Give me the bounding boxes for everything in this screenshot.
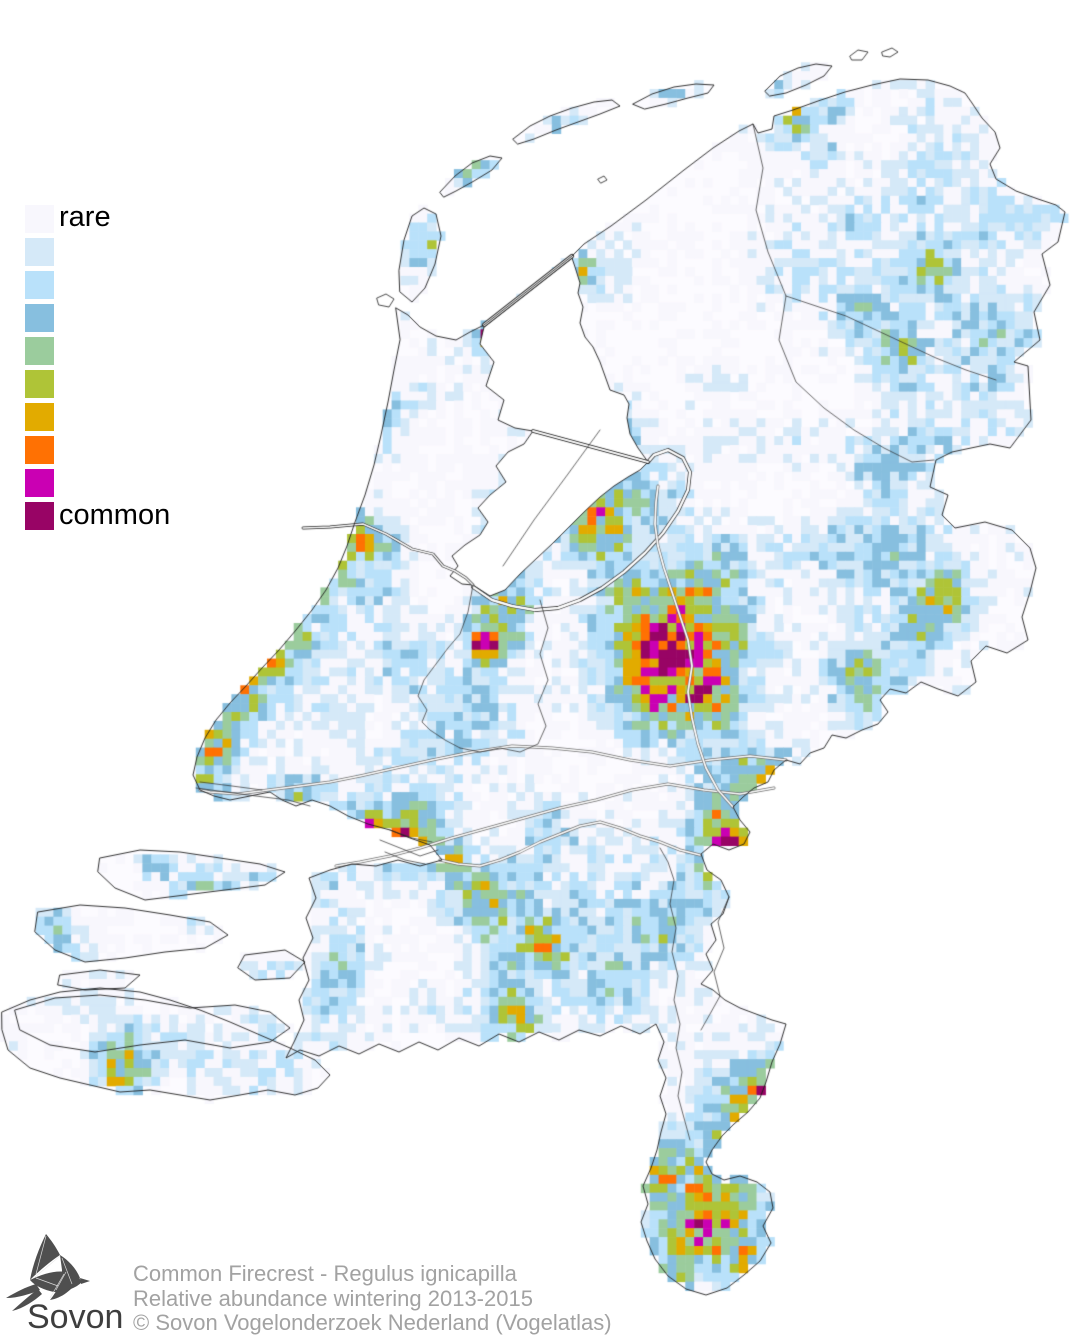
legend-swatch-6: [25, 370, 54, 398]
legend-swatch-10: [25, 502, 54, 530]
legend-swatch-7: [25, 403, 54, 431]
legend-swatch-1: [25, 205, 54, 233]
legend-swatch-8: [25, 436, 54, 464]
swallow-icon: [6, 1234, 90, 1311]
caption-species-line: Common Firecrest - Regulus ignicapilla: [133, 1261, 517, 1286]
sovon-logo: Sovon: [6, 1234, 131, 1338]
map-caption: Common Firecrest - Regulus ignicapilla R…: [133, 1261, 612, 1336]
legend-swatch-4: [25, 304, 54, 332]
legend-swatch-3: [25, 271, 54, 299]
caption-copyright-line: © Sovon Vogelonderzoek Nederland (Vogela…: [133, 1310, 612, 1335]
legend-label-rare: rare: [59, 201, 111, 233]
legend-swatch-9: [25, 469, 54, 497]
legend-swatch-2: [25, 238, 54, 266]
sovon-logo-text: Sovon: [27, 1298, 124, 1336]
legend-swatch-5: [25, 337, 54, 365]
caption-subject-line: Relative abundance wintering 2013-2015: [133, 1285, 533, 1311]
legend-label-common: common: [59, 499, 171, 531]
